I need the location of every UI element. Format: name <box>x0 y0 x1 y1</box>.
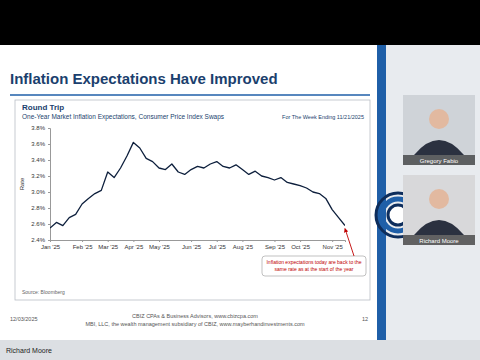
slide-title: Inflation Expectations Have Improved <box>10 70 278 87</box>
y-axis: 2.4% 2.6% 2.8% 3.0% 3.2% 3.4% 3.6% 3.8% <box>31 125 50 243</box>
x-tick-label: Jan '25 <box>41 244 61 250</box>
y-tick: 3.0% <box>31 189 50 195</box>
x-tick-mark <box>82 240 83 242</box>
chart-source: Source: Bloomberg <box>22 289 65 295</box>
footer-text: CBIZ CPAs & Business Advisors, www.cbizc… <box>132 313 258 319</box>
y-tick-mark <box>48 224 50 225</box>
x-tick-mark <box>159 240 160 242</box>
video-frame <box>403 95 475 165</box>
x-tick-label: Apr '25 <box>124 244 143 250</box>
x-tick-mark <box>332 240 333 242</box>
slide-date: 12/03/2025 <box>10 316 38 322</box>
x-tick-label: Nov '25 <box>323 244 344 250</box>
x-tick-label: Oct '25 <box>291 244 310 250</box>
annotation-text: same rate as at the start of the year <box>275 266 354 272</box>
x-tick-mark <box>133 240 134 242</box>
video-tile: Richard Moore <box>403 175 475 245</box>
x-tick: Aug '25 <box>233 240 254 250</box>
person-body <box>414 220 464 235</box>
chart-note: For The Week Ending 11/21/2025 <box>282 114 364 120</box>
chart-frame <box>15 100 370 300</box>
video-tile: Gregory Fabio <box>403 95 475 165</box>
title-rule <box>10 94 370 96</box>
x-tick: Mar '25 <box>98 240 118 250</box>
accent-bar <box>377 45 386 340</box>
y-tick-mark <box>48 144 50 145</box>
annotation-text: Inflation expectations today are back to… <box>266 259 361 265</box>
annotation-arrow <box>345 229 354 256</box>
participant-name: Richard Moore <box>419 238 459 244</box>
x-tick-mark <box>242 240 243 242</box>
y-tick-mark <box>48 160 50 161</box>
data-line <box>50 142 345 228</box>
x-tick-mark <box>217 240 218 242</box>
name-plate <box>403 155 475 165</box>
x-tick: Jul '25 <box>209 240 227 250</box>
x-tick: Jun '25 <box>182 240 202 250</box>
screen: Gregory Fabio Richard Moore Richard Moore I… <box>0 0 480 360</box>
y-tick-mark <box>48 176 50 177</box>
person-body <box>414 140 464 155</box>
x-tick-label: Feb '25 <box>73 244 93 250</box>
x-tick-mark <box>191 240 192 242</box>
x-axis: Jan '25 Feb '25 Mar '25 Apr '25 May '25 Jun '… <box>41 240 346 250</box>
bottom-bar <box>0 340 480 360</box>
y-tick: 2.6% <box>31 221 50 227</box>
y-tick-mark <box>48 128 50 129</box>
x-tick-label: Mar '25 <box>98 244 118 250</box>
y-tick: 2.8% <box>31 205 50 211</box>
video-frame <box>403 175 475 245</box>
slide <box>0 45 385 340</box>
y-tick-label: 2.8% <box>31 205 45 211</box>
person-head <box>429 189 449 209</box>
y-tick-mark <box>48 208 50 209</box>
chart-title: Round Trip <box>22 103 64 112</box>
letterbox <box>0 0 480 360</box>
y-tick: 2.4% <box>31 237 50 243</box>
y-tick-label: 3.8% <box>31 125 45 131</box>
x-tick-mark <box>108 240 109 242</box>
y-tick-label: 3.0% <box>31 189 45 195</box>
x-tick: Oct '25 <box>291 240 310 250</box>
name-plate <box>403 235 475 245</box>
person-head <box>429 109 449 129</box>
y-axis-line <box>48 129 51 241</box>
footer-text: MBI, LLC, the wealth management subsidia… <box>85 321 305 327</box>
x-tick-mark <box>274 240 275 242</box>
x-tick-mark <box>300 240 301 242</box>
chart-subtitle: One-Year Market Inflation Expectations, … <box>22 113 225 121</box>
presenter-name: Richard Moore <box>6 347 52 354</box>
x-tick: Feb '25 <box>73 240 93 250</box>
participant-name: Gregory Fabio <box>420 158 459 164</box>
y-tick: 3.6% <box>31 141 50 147</box>
annotation-box <box>262 256 366 276</box>
x-tick: May '25 <box>149 240 170 250</box>
page-number: 12 <box>362 316 368 322</box>
y-tick-mark <box>48 192 50 193</box>
x-tick-label: May '25 <box>149 244 170 250</box>
x-tick-mark <box>50 240 51 242</box>
y-tick-label: 3.6% <box>31 141 45 147</box>
annotation: Inflation expectations today are back to… <box>262 229 366 276</box>
x-axis-line <box>51 241 346 243</box>
y-tick-label: 2.6% <box>31 221 45 227</box>
y-tick-label: 3.4% <box>31 157 45 163</box>
x-tick: Sep '25 <box>265 240 286 250</box>
x-tick-label: Jun '25 <box>182 244 202 250</box>
y-tick-label: 2.4% <box>31 237 45 243</box>
x-tick: Nov '25 <box>323 240 344 250</box>
x-tick-label: Aug '25 <box>233 244 254 250</box>
plot-area <box>50 142 345 228</box>
y-tick: 3.4% <box>31 157 50 163</box>
x-tick: Jan '25 <box>41 240 61 250</box>
y-tick: 3.2% <box>31 173 50 179</box>
y-axis-title: Rate <box>19 177 25 190</box>
x-tick: Apr '25 <box>124 240 143 250</box>
x-tick-label: Jul '25 <box>209 244 227 250</box>
y-tick: 3.8% <box>31 125 50 131</box>
y-tick-label: 3.2% <box>31 173 45 179</box>
x-tick-label: Sep '25 <box>265 244 286 250</box>
y-tick-mark <box>48 240 50 241</box>
